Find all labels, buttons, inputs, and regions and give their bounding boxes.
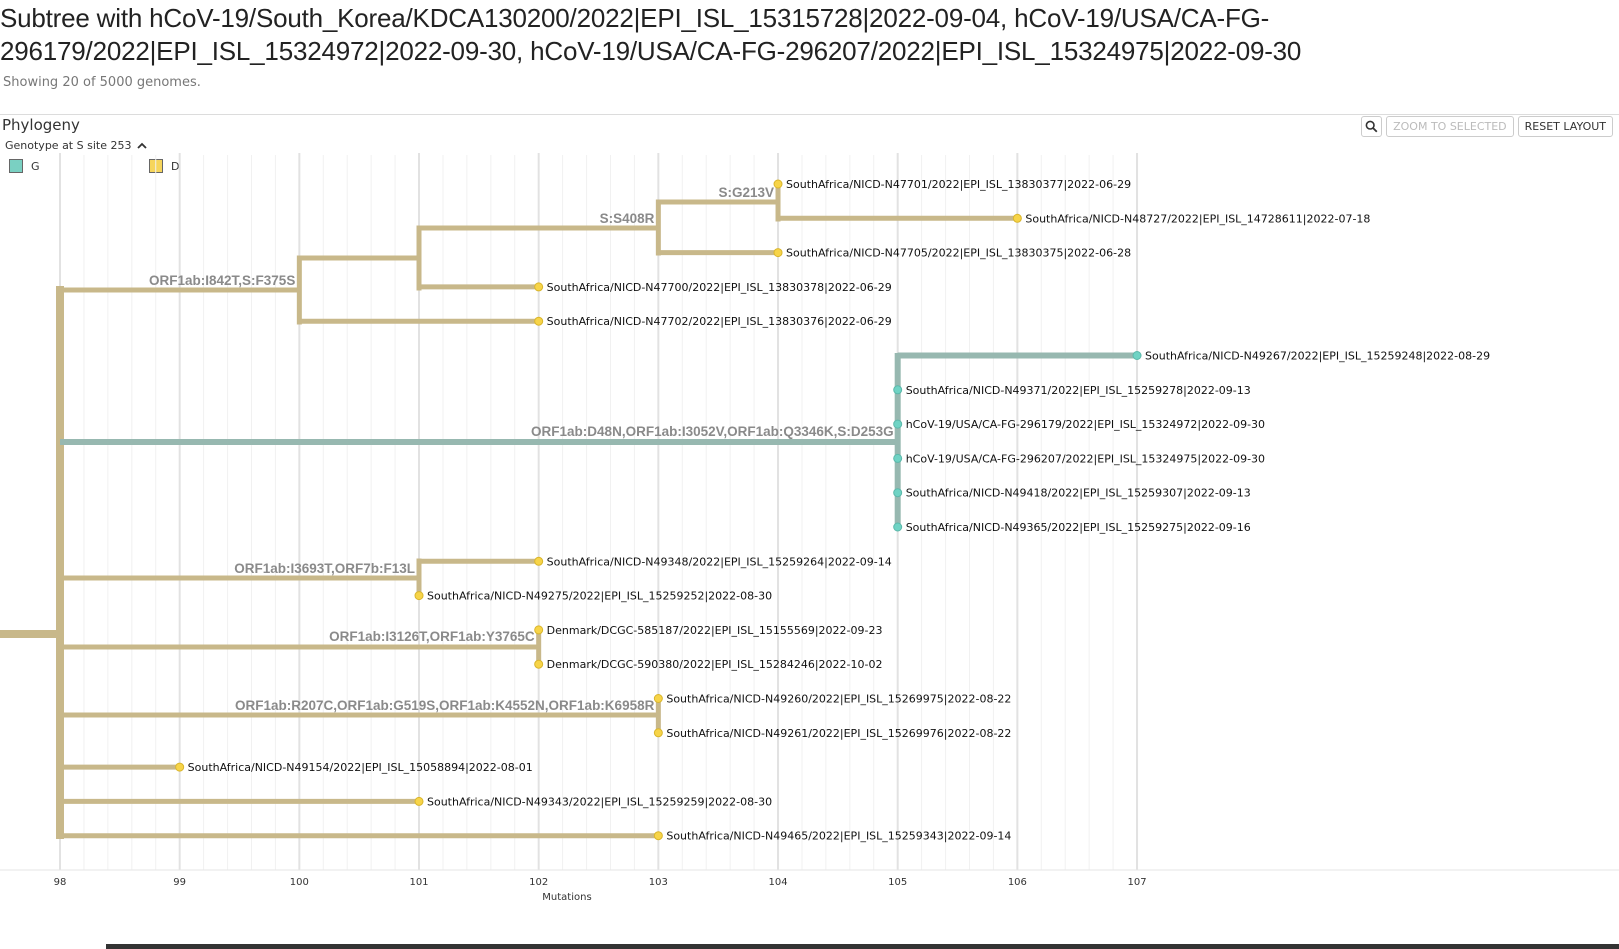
x-tick-label: 103 [649,877,668,888]
tip-label: hCoV-19/USA/CA-FG-296179/2022|EPI_ISL_15… [906,418,1265,431]
magnifier-icon[interactable] [1361,116,1383,137]
tip-node [653,831,663,841]
tip-label: SouthAfrica/NICD-N47701/2022|EPI_ISL_138… [786,178,1131,191]
x-tick-label: 104 [768,877,787,888]
x-tick-label: 106 [1008,877,1027,888]
x-tick-label: 98 [54,877,67,888]
tip-label: SouthAfrica/NICD-N49465/2022|EPI_ISL_152… [666,830,1011,843]
tip-node [893,488,903,498]
tip-label: hCoV-19/USA/CA-FG-296207/2022|EPI_ISL_15… [906,452,1265,465]
tip-label: SouthAfrica/NICD-N49343/2022|EPI_ISL_152… [427,795,772,808]
branch-mutation-label: ORF1ab:I3126T,ORF1ab:Y3765C [329,629,535,644]
tip-node [893,522,903,532]
tip-label: SouthAfrica/NICD-N49418/2022|EPI_ISL_152… [906,487,1251,500]
tip-label: SouthAfrica/NICD-N49348/2022|EPI_ISL_152… [547,555,892,568]
tip-label: Denmark/DCGC-585187/2022|EPI_ISL_1515556… [547,624,883,637]
branch-mutation-label: ORF1ab:I842T,S:F375S [149,273,295,288]
bottom-scrollbar[interactable] [106,944,1619,949]
tip-node [893,385,903,395]
reset-layout-button[interactable]: RESET LAYOUT [1517,116,1613,137]
tip-node [1012,213,1022,223]
legend-item-g[interactable]: G [9,159,40,173]
zoom-to-selected-button[interactable]: ZOOM TO SELECTED [1386,116,1514,137]
tip-node [893,419,903,429]
x-tick-label: 107 [1127,877,1146,888]
legend-label-d: D [171,159,180,173]
tip-node [773,248,783,258]
tip-label: SouthAfrica/NICD-N49260/2022|EPI_ISL_152… [666,693,1011,706]
genome-count: Showing 20 of 5000 genomes. [3,75,201,90]
x-tick-label: 101 [409,877,428,888]
tip-node [414,796,424,806]
x-tick-label: 102 [529,877,548,888]
tip-node [534,659,544,669]
tip-node [653,728,663,738]
tip-label: SouthAfrica/NICD-N49275/2022|EPI_ISL_152… [427,590,772,603]
tip-node [534,556,544,566]
tip-label: SouthAfrica/NICD-N47705/2022|EPI_ISL_138… [786,247,1131,260]
phylogeny-tree: S:G213V S:S408R ORF1ab:I842T,S:F375S ORF1ab… [0,153,1619,903]
x-axis-title: Mutations [542,892,591,903]
tip-node [175,762,185,772]
tip-node [653,694,663,703]
branch-mutation-label: S:S408R [600,211,655,226]
panel-title: Phylogeny [2,116,80,134]
tip-label: SouthAfrica/NICD-N47700/2022|EPI_ISL_138… [547,281,892,294]
tip-node [893,453,903,463]
branch-mutation-label: S:G213V [718,185,774,200]
tip-label: SouthAfrica/NICD-N48727/2022|EPI_ISL_147… [1025,212,1370,225]
x-tick-label: 100 [290,877,309,888]
tip-node [773,179,783,189]
tip-label: Denmark/DCGC-590380/2022|EPI_ISL_1528424… [547,658,883,671]
tree-toolbar: ZOOM TO SELECTED RESET LAYOUT [1361,116,1613,137]
tip-node [414,591,424,601]
legend-swatch-g [9,159,23,173]
tip-label: SouthAfrica/NICD-N49371/2022|EPI_ISL_152… [906,384,1251,397]
tip-node [534,625,544,635]
page-title: Subtree with hCoV-19/South_Korea/KDCA130… [0,3,1302,66]
search-icon [1365,120,1378,133]
x-tick-label: 99 [173,877,186,888]
legend-label-g: G [31,159,40,173]
tip-label: SouthAfrica/NICD-N49154/2022|EPI_ISL_150… [188,761,533,774]
tip-label: SouthAfrica/NICD-N47702/2022|EPI_ISL_138… [547,315,892,328]
tip-node [1132,351,1142,360]
tip-node [534,282,544,292]
legend-toggle[interactable]: Genotype at S site 253 [5,139,148,152]
header-divider [0,114,1619,115]
x-tick-label: 105 [888,877,907,888]
tip-node [534,316,544,326]
tip-label: SouthAfrica/NICD-N49261/2022|EPI_ISL_152… [666,727,1011,740]
branch-mutation-label: ORF1ab:R207C,ORF1ab:G519S,ORF1ab:K4552N,… [235,698,655,713]
tip-label: SouthAfrica/NICD-N49267/2022|EPI_ISL_152… [1145,350,1490,363]
branch-mutation-label: ORF1ab:D48N,ORF1ab:I3052V,ORF1ab:Q3346K,… [531,424,894,439]
tip-label: SouthAfrica/NICD-N49365/2022|EPI_ISL_152… [906,521,1251,534]
branch-mutation-label: ORF1ab:I3693T,ORF7b:F13L [234,561,415,576]
chevron-up-icon [137,142,148,149]
legend-title: Genotype at S site 253 [5,139,132,152]
